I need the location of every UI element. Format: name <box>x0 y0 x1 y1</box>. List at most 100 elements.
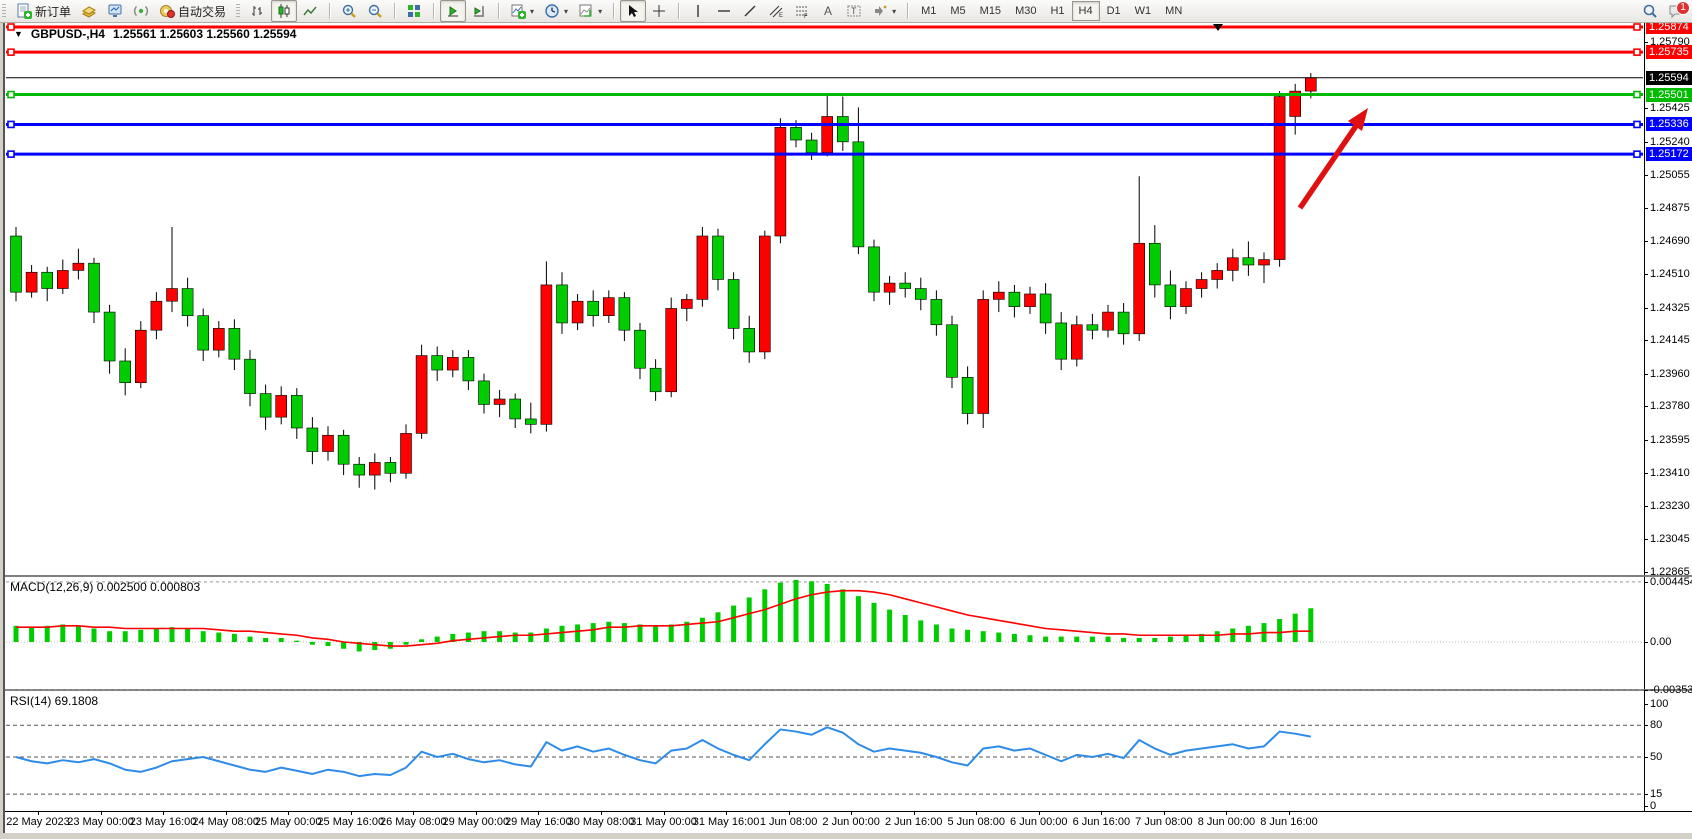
rsi-tick-mark <box>1644 794 1648 796</box>
vertical-line-button[interactable] <box>685 0 711 22</box>
auto-scroll-button[interactable] <box>440 0 467 22</box>
timeframe-button-H1[interactable]: H1 <box>1050 5 1065 17</box>
trendline-button[interactable] <box>737 0 763 22</box>
fibonacci-button[interactable]: F <box>789 0 815 22</box>
toolbar-grip[interactable] <box>236 4 241 18</box>
macd-histogram-bar <box>434 636 440 642</box>
price-tick-mark <box>1644 406 1648 408</box>
zoom-out-button[interactable] <box>362 0 388 22</box>
chart-shift-icon <box>471 3 487 19</box>
timeframe-button-M30[interactable]: M30 <box>1015 5 1037 17</box>
time-tick-mark <box>350 811 352 815</box>
templates-button[interactable]: ▾ <box>573 0 607 22</box>
time-tick-mark <box>1226 811 1228 815</box>
chart-menu-triangle-icon[interactable]: ▼ <box>14 29 23 39</box>
macd-histogram-bar <box>715 612 721 642</box>
time-axis-label: 25 May 16:00 <box>317 816 385 828</box>
candle-body <box>244 358 256 394</box>
macd-histogram-bar <box>653 625 659 642</box>
trendline-icon <box>742 3 758 19</box>
horizontal-line-icon <box>716 3 732 19</box>
trend-arrow-head[interactable] <box>1348 108 1368 131</box>
top-toolbar: 新订单 自动交易 <box>0 0 1692 23</box>
timeframe-group: M1 M5 M15 M30 H1 H4 D1 W1 MN <box>911 0 1192 22</box>
chat-button[interactable]: 1 <box>1663 0 1690 22</box>
bar-chart-button[interactable] <box>245 0 271 22</box>
indicators-button[interactable]: ▾ <box>505 0 539 22</box>
candle-body <box>1180 288 1192 307</box>
channel-icon: E <box>768 3 784 19</box>
timeframe-button-W1[interactable]: W1 <box>1134 5 1152 17</box>
periods-button[interactable]: ▾ <box>539 0 573 22</box>
candle-body <box>1149 242 1161 286</box>
macd-histogram-bar <box>1308 608 1314 642</box>
candle-body <box>1024 293 1036 307</box>
pane-splitter-macd[interactable] <box>5 575 1692 577</box>
time-tick-mark <box>1038 811 1040 815</box>
book-icon <box>81 3 97 19</box>
search-button[interactable] <box>1637 0 1663 22</box>
equidistant-channel-button[interactable]: E <box>763 0 789 22</box>
line-chart-button[interactable] <box>297 0 323 22</box>
window-bottom-strip <box>0 833 1692 839</box>
text-label-button[interactable]: T <box>841 0 867 22</box>
price-tick-mark <box>1644 108 1648 110</box>
toolbar-grip[interactable] <box>2 4 6 18</box>
crosshair-button[interactable] <box>646 0 672 22</box>
tile-windows-button[interactable] <box>401 0 427 22</box>
price-level-badge: 1.25874 <box>1646 20 1692 34</box>
arrows-objects-button[interactable]: ▾ <box>867 0 901 22</box>
trend-arrow-shaft[interactable] <box>1297 124 1359 210</box>
zoom-in-button[interactable] <box>336 0 362 22</box>
market-watch-button[interactable] <box>102 0 128 22</box>
horizontal-line-button[interactable] <box>711 0 737 22</box>
macd-histogram-bar <box>29 627 35 642</box>
objects-group: E F A T ▾ <box>682 0 904 22</box>
candle-body <box>493 398 506 405</box>
candle-body <box>25 271 38 293</box>
macd-histogram-bar <box>372 642 378 651</box>
candle-body <box>509 398 522 420</box>
chart-shift-button[interactable] <box>466 0 492 22</box>
timeframe-button-D1[interactable]: D1 <box>1106 5 1121 17</box>
macd-signal-line <box>16 589 1311 647</box>
timeframe-button-H4[interactable]: H4 <box>1071 1 1100 21</box>
toolbar-separator <box>907 3 909 19</box>
line-anchor <box>7 23 15 31</box>
time-tick-mark <box>538 811 540 815</box>
macd-histogram-bar <box>294 640 300 642</box>
time-tick-mark <box>100 811 102 815</box>
monitor-icon <box>107 3 123 19</box>
price-axis-line[interactable] <box>1644 23 1645 812</box>
cursor-button[interactable] <box>620 0 647 22</box>
macd-histogram-bar <box>949 628 955 642</box>
timeframe-button-M1[interactable]: M1 <box>921 5 937 17</box>
auto-trading-button[interactable]: 自动交易 <box>154 0 231 22</box>
macd-histogram-bar <box>200 631 206 642</box>
macd-histogram-bar <box>341 642 347 649</box>
macd-histogram-bar <box>512 632 518 642</box>
trade-group: 新订单 自动交易 <box>8 0 234 22</box>
signals-button[interactable] <box>128 0 154 22</box>
line-anchor <box>1633 23 1641 31</box>
text-button[interactable]: A <box>815 0 841 22</box>
search-icon <box>1642 3 1658 19</box>
chat-badge: 1 <box>1676 1 1690 15</box>
timeframe-button-M15[interactable]: M15 <box>979 5 1002 17</box>
macd-axis-label: -0.003533 <box>1650 683 1692 696</box>
time-axis-line[interactable] <box>5 811 1692 812</box>
macd-histogram-bar <box>1121 637 1127 642</box>
macd-histogram-bar <box>169 627 175 642</box>
candle-body <box>400 433 412 474</box>
candle-body <box>1289 90 1301 117</box>
candle-body <box>72 262 85 271</box>
timeframe-button-MN[interactable]: MN <box>1165 5 1183 17</box>
candlestick-chart-button[interactable] <box>271 0 298 22</box>
timeframe-button-M5[interactable]: M5 <box>950 5 966 17</box>
candle-body <box>696 235 709 300</box>
history-center-button[interactable] <box>76 0 102 22</box>
candle-body <box>1008 291 1021 307</box>
macd-histogram-bar <box>1277 619 1283 642</box>
new-order-button[interactable]: 新订单 <box>11 0 76 22</box>
